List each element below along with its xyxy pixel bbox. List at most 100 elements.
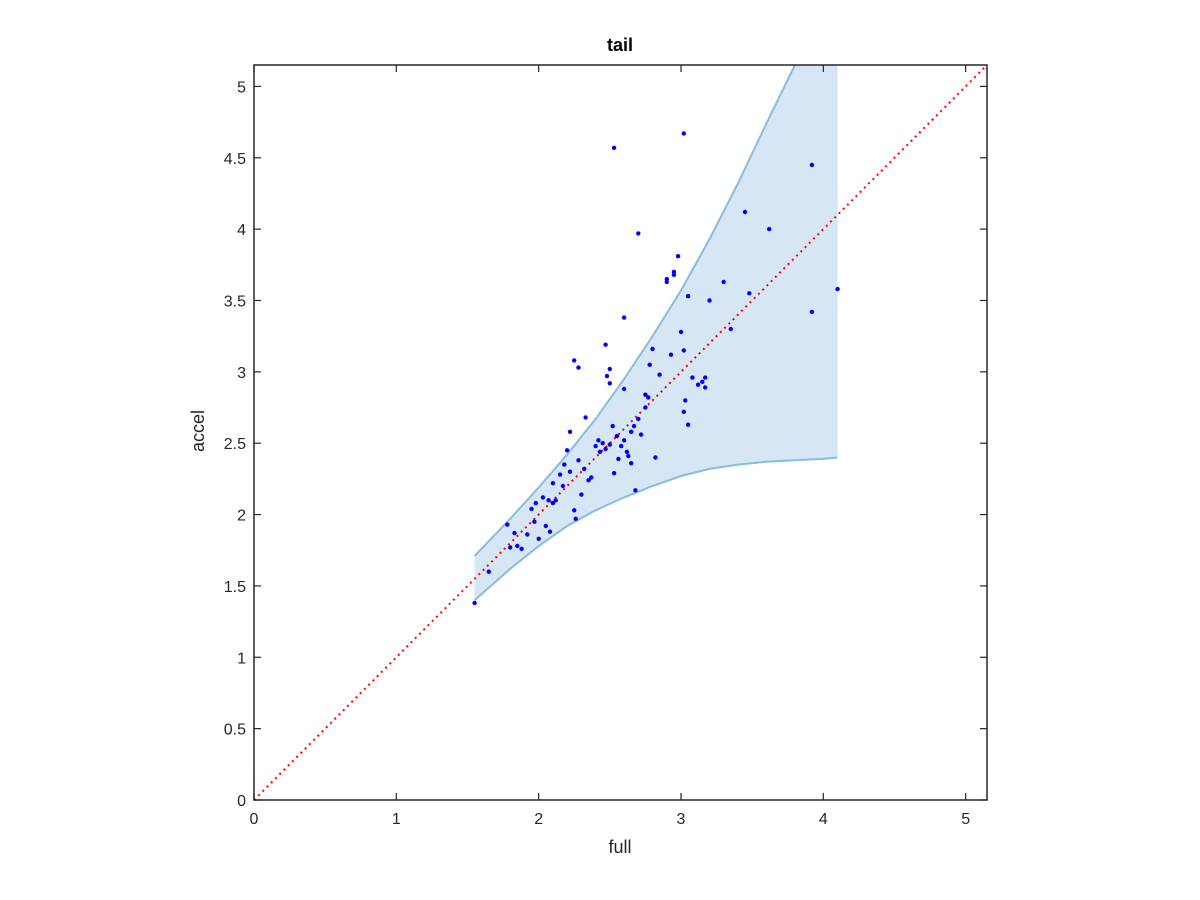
data-point [519,546,524,551]
data-point [583,415,588,420]
data-point [695,382,701,387]
data-point [611,145,617,150]
y-tick-label: 3 [237,365,246,382]
reference-line [253,64,988,801]
data-point [603,446,608,452]
data-point [607,381,612,386]
data-point [650,346,655,352]
data-point [835,286,840,292]
data-point [586,478,591,483]
x-axis-label: full [608,837,631,857]
data-point [685,422,691,427]
data-point [593,443,598,449]
data-point [629,429,634,434]
data-point [572,358,577,363]
data-point [607,366,612,372]
data-point [626,453,631,459]
x-tick-label: 4 [819,811,828,828]
data-point [616,456,621,462]
data-point [703,385,708,390]
x-tick-label: 1 [392,811,401,828]
axes-box [253,64,988,801]
data-point [668,352,674,357]
data-point [472,600,477,606]
data-point [638,432,644,437]
data-point [747,291,752,296]
data-point [636,416,641,422]
data-point [721,279,726,285]
data-point [809,309,815,315]
data-point [533,500,538,506]
x-tick-label: 0 [250,811,259,828]
data-point [707,298,712,303]
data-point [546,498,551,503]
data-point [564,448,570,453]
chart-title: tail [607,35,633,55]
y-tick-label: 0.5 [224,722,246,739]
data-point [550,481,556,486]
y-tick-label: 1 [237,650,246,667]
data-point [572,508,577,513]
data-point [646,395,651,400]
data-points [472,131,840,606]
data-point [567,469,573,474]
data-point [550,500,556,506]
data-point [643,405,648,410]
data-point [600,441,605,446]
data-point [560,483,566,489]
y-tick-label: 0 [237,793,246,810]
data-point [685,294,691,299]
data-point [567,429,573,434]
data-point [529,506,534,512]
data-point [629,461,634,466]
data-point [515,543,520,549]
data-point [681,348,686,353]
data-point [610,423,615,429]
data-point [562,462,567,467]
data-point [742,209,748,215]
y-tick-label: 2.5 [224,436,246,453]
data-point [619,443,624,449]
data-point [657,372,662,377]
data-point [603,342,608,347]
data-point [611,471,617,476]
confidence-band-lower-edge [473,456,838,601]
data-point [604,373,610,379]
y-tick-label: 4.5 [224,151,246,168]
x-tick-label: 5 [961,811,970,828]
data-point [809,162,815,168]
data-point [557,472,563,477]
y-tick-label: 5 [237,79,246,96]
x-axis-ticks: 0 1 2 3 4 5 [250,65,970,828]
data-point [767,226,772,232]
data-point [596,438,601,443]
data-point [505,522,510,527]
data-point [683,398,688,403]
x-tick-label: 2 [534,811,543,828]
y-tick-label: 4 [237,222,246,239]
data-point [553,498,558,503]
data-point [597,449,603,454]
data-point [512,530,517,536]
data-point [614,433,620,439]
data-point [690,375,695,380]
data-point [671,269,677,275]
confidence-band-fill [474,65,838,601]
data-point [486,569,491,574]
data-point [664,276,669,282]
data-point [532,519,537,524]
data-point [621,386,627,392]
y-tick-label: 2 [237,508,246,525]
data-point [543,523,548,529]
data-point [582,466,587,472]
y-tick-label: 3.5 [224,293,246,310]
data-point [653,455,658,460]
data-point [681,131,686,136]
data-point [700,379,705,384]
data-point [508,545,513,550]
confidence-band [473,64,838,601]
data-point [576,365,581,370]
data-point [576,458,581,463]
data-point [728,326,733,332]
